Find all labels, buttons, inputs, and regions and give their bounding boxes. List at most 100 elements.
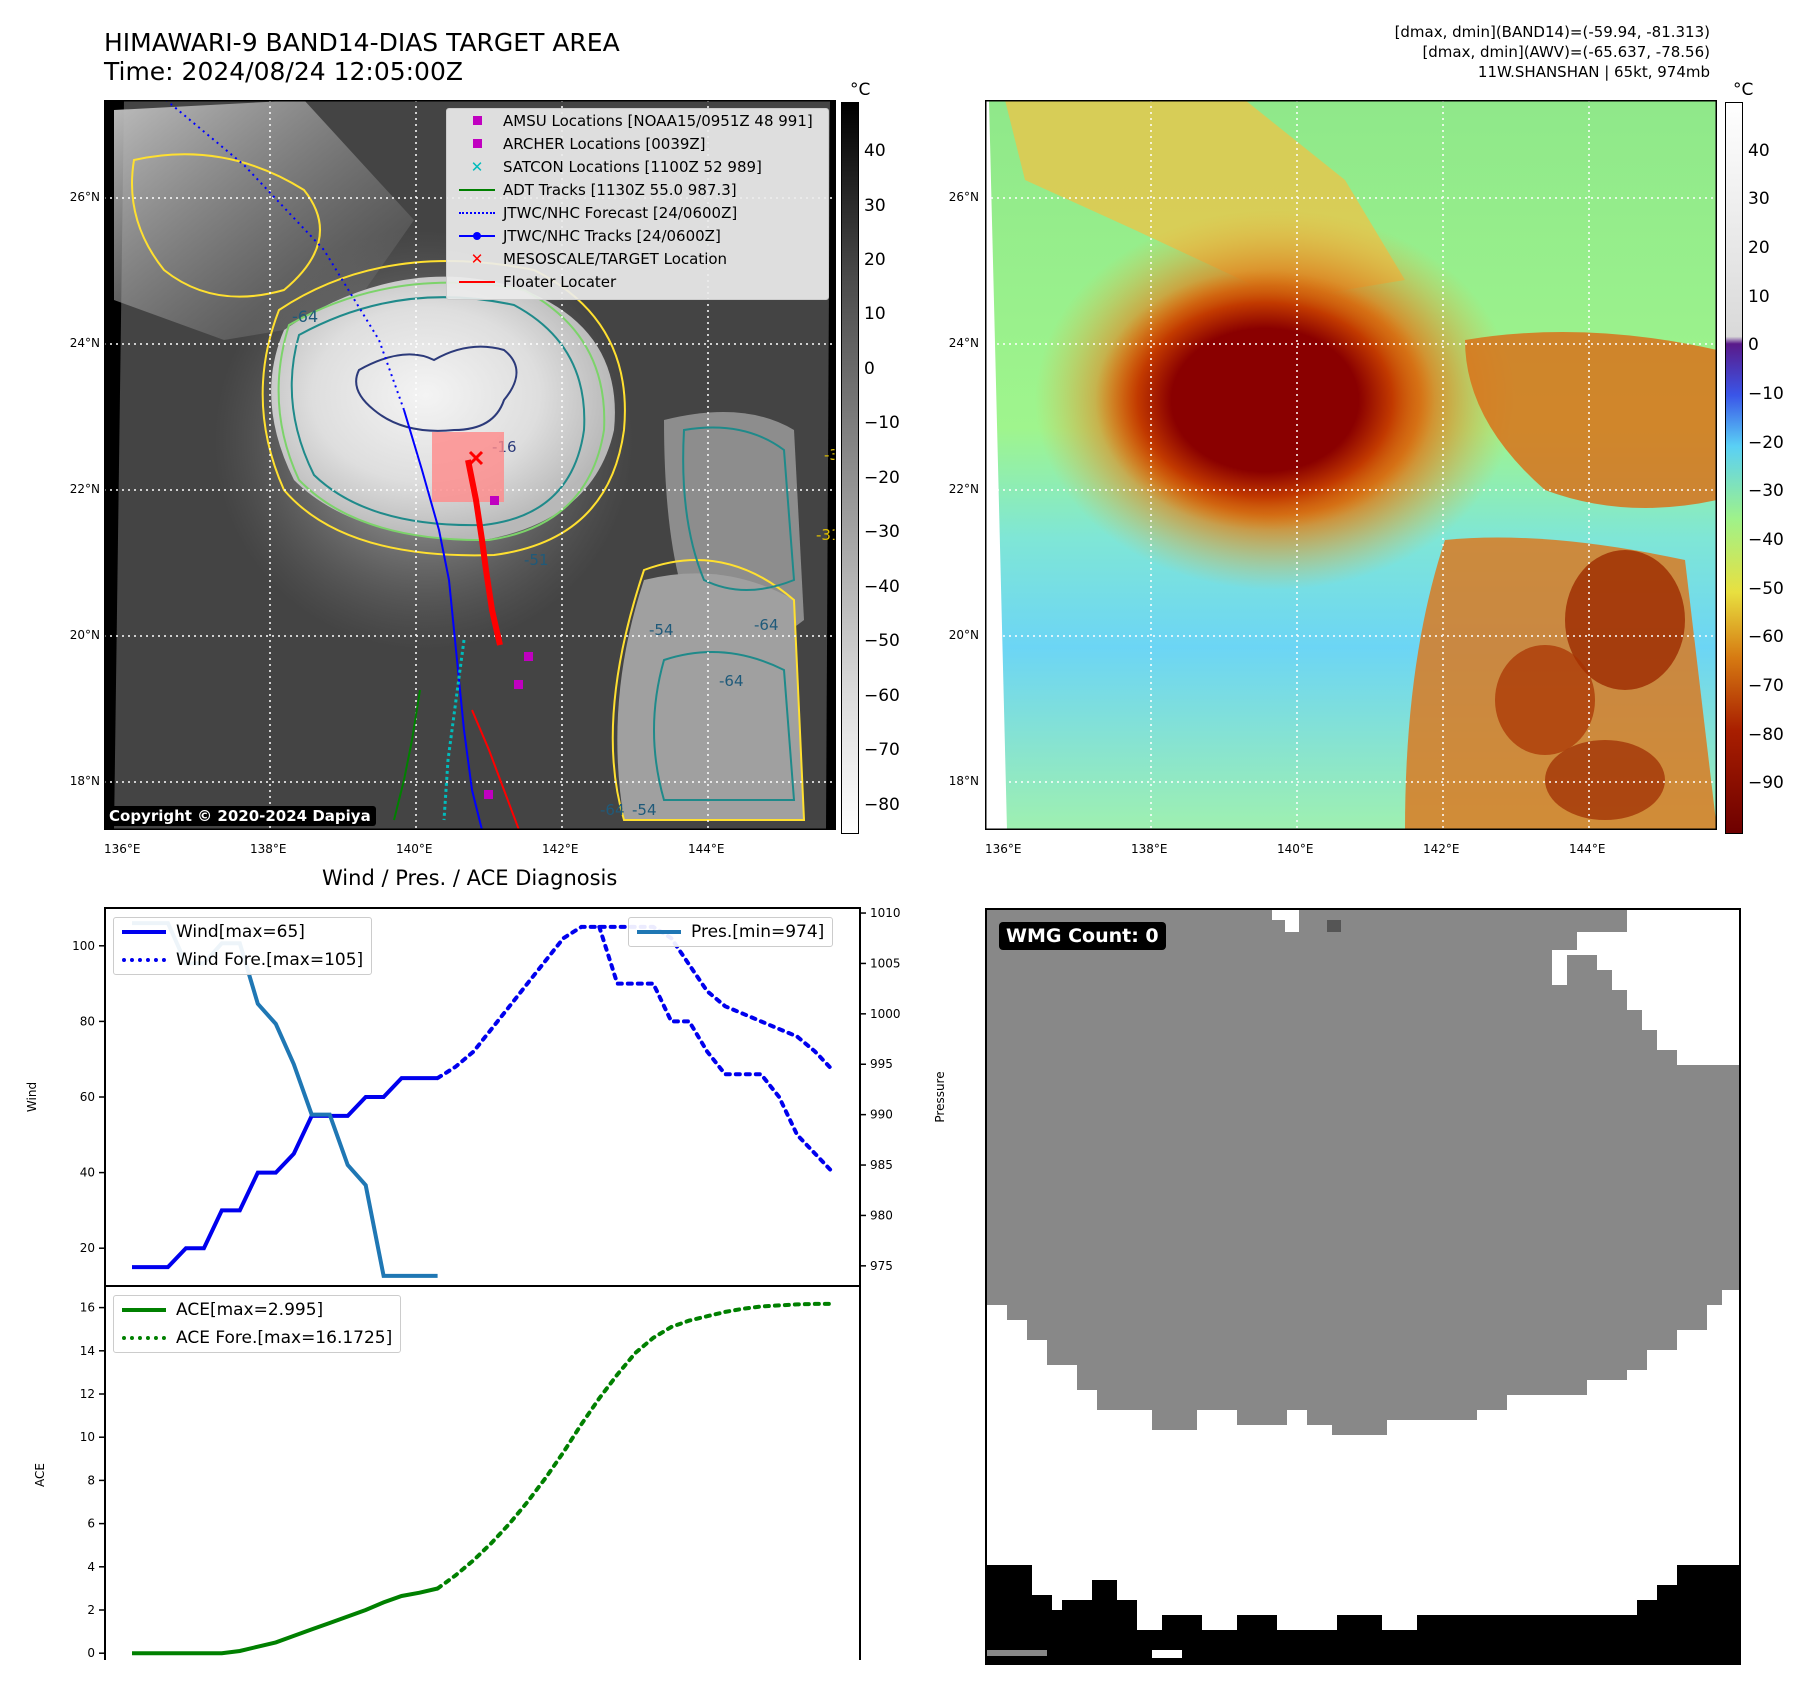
wmg-black-region — [987, 1565, 1739, 1663]
legend-item-wind-forecast: Wind Fore.[max=105] — [114, 946, 371, 974]
colorbar-tick: −60 — [864, 685, 900, 706]
amsu-marker — [490, 496, 499, 505]
lon-tick: 144°E — [688, 842, 725, 856]
info-line-3: 11W.SHANSHAN | 65kt, 974mb — [1477, 63, 1710, 81]
colorbar-tick: −30 — [864, 522, 900, 543]
colorbar-tick: 10 — [864, 304, 886, 325]
color-cdo-core — [1095, 270, 1435, 530]
pressure-ylabel: Pressure — [933, 1071, 947, 1122]
legend-item-adt: ADT Tracks [1130Z 55.0 987.3] — [447, 178, 828, 201]
info-line-2: [dmax, dmin](AWV)=(-65.637, -78.56) — [1422, 43, 1710, 61]
color-colorbar-unit: °C — [1733, 80, 1754, 100]
wind-ylabel: Wind — [25, 1082, 39, 1112]
axis-tick-label: 2 — [87, 1603, 95, 1617]
amsu-marker — [524, 652, 533, 661]
color-gridlines — [985, 100, 1717, 830]
steelblue-line-icon — [637, 924, 681, 940]
colorbar-tick: 30 — [864, 195, 886, 216]
axis-tick-label: 975 — [870, 1259, 893, 1273]
wmg-mask-svg — [987, 910, 1739, 1663]
axis-tick-label: 14 — [80, 1344, 95, 1358]
color-left-edge — [985, 100, 1007, 830]
legend-item-archer: ARCHER Locations [0039Z] — [447, 132, 828, 155]
adt-track — [393, 689, 421, 821]
legend-item-pressure: Pres.[min=974] — [629, 918, 832, 946]
colorbar-tick: −80 — [1748, 724, 1784, 745]
cyan-x-icon: ✕ — [470, 157, 484, 176]
title-line-1: HIMAWARI-9 BAND14-DIAS TARGET AREA — [104, 28, 620, 57]
map-legend: AMSU Locations [NOAA15/0951Z 48 991] ARC… — [446, 108, 829, 300]
lat-tick: 26°N — [948, 190, 979, 204]
title-line-2: Time: 2024/08/24 12:05:00Z — [104, 57, 463, 86]
lat-tick: 22°N — [69, 482, 100, 496]
blue-line-icon — [122, 924, 166, 940]
colorbar-tick: 40 — [1748, 140, 1770, 161]
colorbar-tick: −70 — [1748, 676, 1784, 696]
magenta-square-icon — [455, 113, 499, 129]
color-convection-east — [1465, 332, 1717, 508]
gray-colorbar — [841, 102, 859, 834]
floater-locater-line — [471, 709, 520, 831]
axis-tick-label: 0 — [87, 1646, 95, 1660]
axis-tick-label: 1010 — [870, 906, 901, 920]
series-line-ace-max- — [132, 1586, 439, 1656]
lat-tick: 20°N — [69, 628, 100, 642]
ace-lines — [132, 1301, 835, 1656]
ir-right-edge — [826, 100, 836, 830]
satcon-track — [442, 639, 466, 821]
contour-label: -31 — [816, 526, 836, 544]
ir-lon-ticks: 136°E 138°E 140°E 142°E 144°E — [104, 842, 836, 858]
lat-tick: 24°N — [69, 336, 100, 350]
legend-item-jtwc-tracks: JTWC/NHC Tracks [24/0600Z] — [447, 224, 828, 247]
colorbar-tick: −60 — [1748, 627, 1784, 648]
legend-item-jtwc-forecast: JTWC/NHC Forecast [24/0600Z] — [447, 201, 828, 224]
gray-colorbar-unit: °C — [850, 80, 871, 100]
lon-tick: 140°E — [396, 842, 433, 856]
green-line-icon — [455, 182, 499, 198]
wind-legend: Wind[max=65] Wind Fore.[max=105] — [113, 917, 373, 975]
lat-tick: 18°N — [69, 774, 100, 788]
colorbar-tick: 0 — [1748, 335, 1759, 356]
colorbar-tick: −40 — [864, 576, 900, 597]
ace-axes-frame — [104, 1285, 861, 1660]
contour-label: -54 — [649, 621, 674, 639]
green-line-icon — [122, 1302, 166, 1318]
legend-item-ace: ACE[max=2.995] — [114, 1296, 400, 1324]
contour-label: -31 — [824, 446, 836, 464]
lat-tick: 22°N — [948, 482, 979, 496]
copyright-badge: Copyright © 2020-2024 Dapiya — [104, 806, 376, 826]
axis-tick-label: 4 — [87, 1560, 95, 1574]
figure-title: HIMAWARI-9 BAND14-DIAS TARGET AREA Time:… — [104, 28, 620, 86]
wmg-panel: WMG Count: 0 — [985, 908, 1741, 1665]
ace-ylabel: ACE — [33, 1463, 47, 1487]
colorbar-tick: −50 — [864, 631, 900, 652]
axis-tick-label: 40 — [80, 1166, 95, 1180]
colorbar-tick: −40 — [1748, 530, 1784, 550]
storm-info: [dmax, dmin](BAND14)=(-59.94, -81.313) [… — [1395, 22, 1710, 82]
colorbar-tick: −30 — [1748, 481, 1784, 502]
color-colorbar — [1725, 102, 1743, 834]
blue-line-dot-icon — [455, 228, 499, 244]
contour-label: -51 — [524, 551, 549, 569]
color-map-panel — [984, 99, 1718, 831]
series-line-ace-fore-max- — [435, 1301, 835, 1591]
legend-item-satcon: ✕ SATCON Locations [1100Z 52 989] — [447, 155, 828, 178]
blue-dotted-line-icon — [122, 952, 166, 968]
gray-colorbar-ticks: 40 30 20 10 0 −10 −20 −30 −40 −50 −60 −70 −80 — [864, 102, 924, 832]
ir-map-frame — [103, 99, 837, 831]
lon-tick: 142°E — [542, 842, 579, 856]
lat-tick: 24°N — [948, 336, 979, 350]
axis-tick-label: 985 — [870, 1158, 893, 1172]
wmg-gray-region — [987, 910, 1739, 1435]
ir-cdo — [271, 276, 615, 540]
archer-marker — [484, 790, 493, 799]
color-cell-1 — [1565, 550, 1685, 690]
color-cell-3 — [1545, 740, 1665, 820]
color-lon-ticks: 136°E 138°E 140°E 142°E 144°E — [985, 842, 1717, 858]
colorbar-tick: −90 — [1748, 773, 1784, 794]
colorbar-tick: −20 — [1748, 432, 1784, 453]
wmg-count-badge: WMG Count: 0 — [999, 922, 1166, 950]
colorbar-tick: 0 — [864, 358, 875, 379]
color-map-frame — [984, 99, 1718, 831]
